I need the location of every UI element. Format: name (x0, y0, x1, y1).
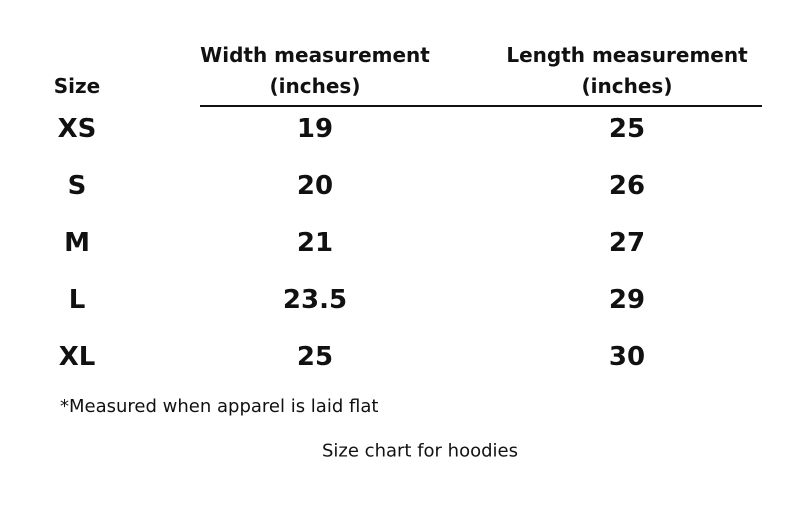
measurement-cell: 21 (296, 228, 334, 258)
measurement-cell: 27 (608, 228, 646, 258)
size-cell: XS (57, 114, 97, 144)
header-cell: (inches) (269, 74, 361, 98)
measurement-cell: 30 (608, 342, 646, 372)
caption: Size chart for hoodies (322, 440, 518, 462)
measurement-cell: 25 (296, 342, 334, 372)
measurement-cell: 25 (608, 114, 646, 144)
header-rule (200, 105, 762, 107)
measurement-cell: 19 (296, 114, 334, 144)
header-cell: Size (53, 74, 101, 98)
header-cell: (inches) (581, 74, 673, 98)
footnote: *Measured when apparel is laid flat (60, 396, 379, 417)
size-cell: XL (58, 342, 96, 372)
measurement-cell: 23.5 (282, 285, 348, 315)
measurement-cell: 26 (608, 171, 646, 201)
size-cell: L (68, 285, 86, 315)
measurement-cell: 20 (296, 171, 334, 201)
measurement-cell: 29 (608, 285, 646, 315)
size-cell: S (67, 171, 87, 201)
header-cell: Length measurement (506, 43, 748, 67)
size-cell: M (64, 228, 90, 258)
header-cell: Width measurement (200, 43, 430, 67)
